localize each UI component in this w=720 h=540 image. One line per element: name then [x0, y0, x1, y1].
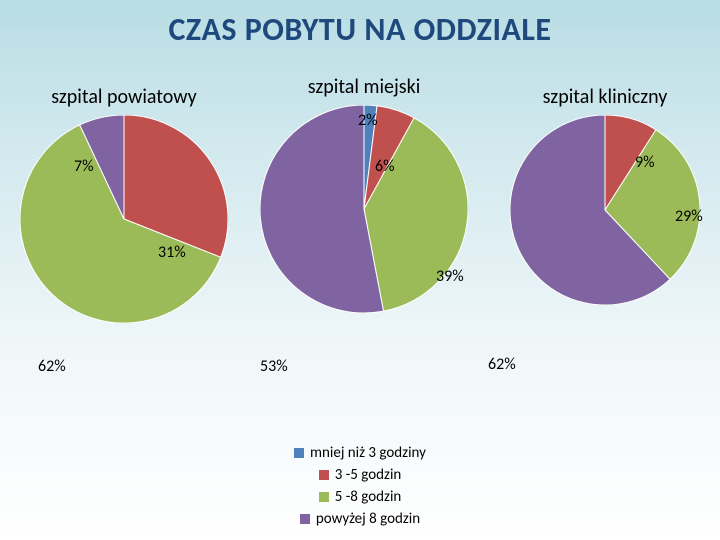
slice-label: 7% [74, 157, 94, 176]
pie-svg [510, 115, 700, 305]
legend: mniej niż 3 godziny 3 -5 godzin 5 -8 godzi… [0, 444, 720, 528]
slice-label: 53% [260, 357, 288, 376]
pie-holder: 9%29%62% [510, 115, 700, 305]
legend-swatch [300, 514, 310, 524]
slice-label: 62% [38, 357, 66, 376]
legend-swatch [319, 492, 329, 502]
legend-item: mniej niż 3 godziny [294, 444, 426, 462]
slice-label: 9% [635, 153, 655, 172]
legend-swatch [319, 470, 329, 480]
slice-label: 6% [375, 157, 395, 176]
chart-title: szpital miejski [260, 75, 468, 99]
legend-label: mniej niż 3 godziny [310, 444, 426, 462]
legend-swatch [294, 448, 304, 458]
legend-label: 3 -5 godzin [335, 466, 402, 484]
slide-title: CZAS POBYTU NA ODDZIALE [0, 10, 720, 49]
chart-title: szpital kliniczny [510, 85, 700, 109]
pie-chart-powiatowy: szpital powiatowy 31%62%7% [20, 85, 228, 323]
pie-svg [20, 115, 228, 323]
legend-label: powyżej 8 godzin [316, 510, 420, 528]
chart-title: szpital powiatowy [20, 85, 228, 109]
slice-label: 29% [675, 207, 703, 226]
slice-label: 2% [358, 111, 378, 130]
slice-label: 62% [488, 355, 516, 374]
pie-chart-miejski: szpital miejski2%6%39%53% [260, 75, 468, 313]
slice-label: 31% [158, 243, 186, 262]
pie-chart-kliniczny: szpital kliniczny9%29%62% [510, 85, 700, 305]
pie-holder: 31%62%7% [20, 115, 228, 323]
legend-item: powyżej 8 godzin [300, 510, 420, 528]
legend-label: 5 -8 godzin [335, 488, 402, 506]
legend-item: 5 -8 godzin [319, 488, 402, 506]
legend-item: 3 -5 godzin [319, 466, 402, 484]
pie-holder: 2%6%39%53% [260, 105, 468, 313]
slice-label: 39% [436, 267, 464, 286]
